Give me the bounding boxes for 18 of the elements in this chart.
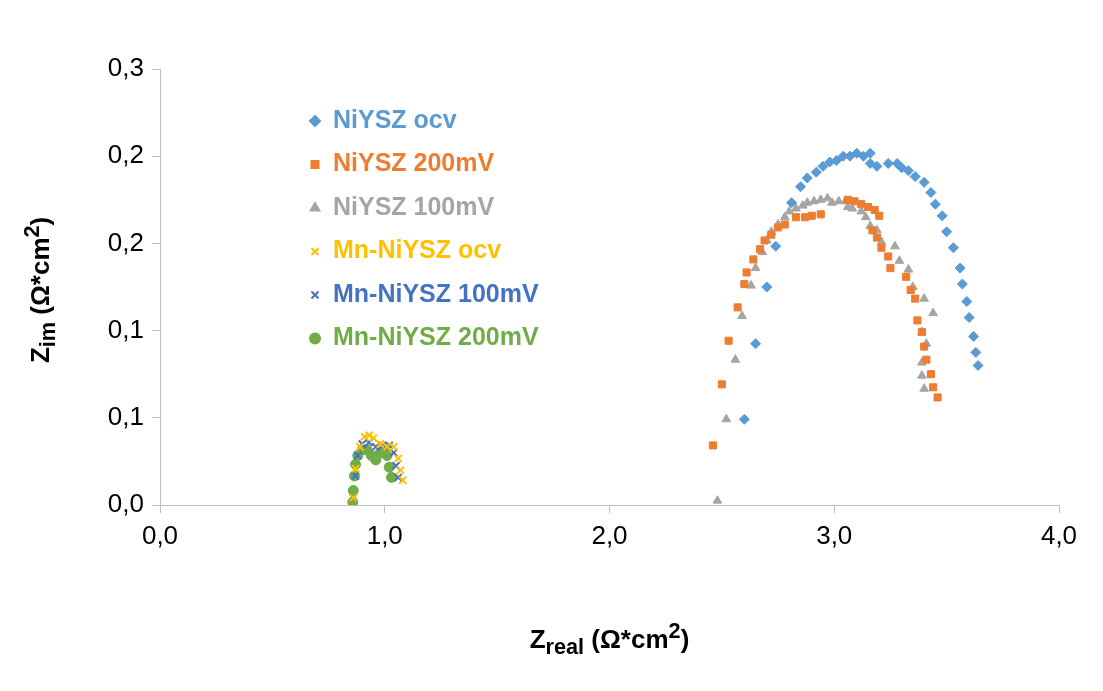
legend-label: Mn-NiYSZ 200mV bbox=[333, 322, 539, 351]
legend-label: Mn-NiYSZ 100mV bbox=[333, 278, 539, 307]
legend-label: Mn-NiYSZ ocv bbox=[333, 235, 502, 264]
y-tick-label: 0,0 bbox=[107, 488, 144, 519]
x-tick-label: 4,0 bbox=[1040, 519, 1078, 550]
x-axis-title: Z$_{real}$ (Ω*cm$^{2}$) bbox=[528, 618, 691, 660]
x-tick-label: 0,0 bbox=[141, 519, 179, 550]
x-tick-label: 2,0 bbox=[591, 519, 628, 550]
y-tick-label: 0,3 bbox=[107, 52, 144, 83]
y-tick-label: 0,2 bbox=[107, 226, 144, 257]
legend-label: NiYSZ 100mV bbox=[333, 191, 495, 220]
y-tick-label: 0,2 bbox=[107, 139, 144, 170]
legend-label: NiYSZ 200mV bbox=[333, 148, 495, 177]
y-tick-label: 0,1 bbox=[107, 400, 144, 431]
legend-label: NiYSZ ocv bbox=[333, 104, 457, 133]
x-tick-label: 3,0 bbox=[816, 519, 853, 550]
y-tick-label: 0,1 bbox=[107, 313, 144, 344]
x-tick-label: 1,0 bbox=[366, 519, 403, 550]
